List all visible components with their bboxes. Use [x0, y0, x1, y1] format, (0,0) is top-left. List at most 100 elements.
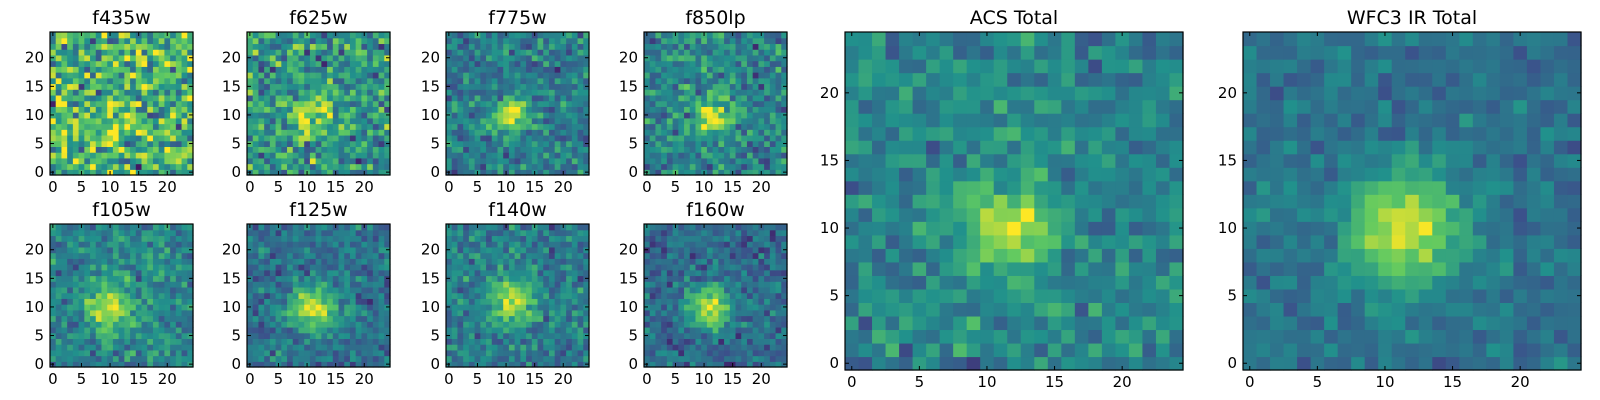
heatmap-cell [520, 129, 527, 136]
heatmap-cell [95, 37, 103, 45]
heatmap-cell [269, 134, 277, 142]
heatmap-cell [292, 77, 300, 85]
heatmap-cell [61, 140, 68, 147]
heatmap-cell [141, 286, 148, 294]
heatmap-cell [480, 252, 487, 259]
heatmap-cell [78, 235, 85, 242]
heatmap-cell [252, 54, 260, 62]
heatmap-cell [764, 106, 771, 113]
heatmap-cell [764, 49, 771, 56]
heatmap-cell [95, 315, 103, 322]
heatmap-cell [101, 349, 108, 357]
heatmap-cell [112, 321, 120, 328]
heatmap-cell [468, 77, 476, 85]
heatmap-cell [55, 140, 63, 147]
heatmap-cell [90, 37, 97, 45]
x-tick-label: 10 [695, 178, 714, 196]
heatmap-cell [349, 229, 357, 237]
heatmap-cell [689, 275, 697, 282]
heatmap-cell [152, 292, 160, 299]
heatmap-cell [537, 241, 544, 248]
x-tick-label: 15 [525, 370, 544, 388]
heatmap-cell [181, 332, 188, 339]
heatmap-cell [706, 361, 714, 368]
heatmap-cell [566, 83, 573, 90]
heatmap-cell [170, 349, 177, 357]
heatmap-cell [67, 123, 74, 130]
heatmap-cell [321, 89, 328, 96]
heatmap-cell [491, 224, 499, 231]
heatmap-cell [678, 286, 685, 294]
heatmap-cell [78, 321, 85, 328]
heatmap-cell [130, 264, 137, 271]
heatmap-cell [175, 338, 183, 345]
heatmap-cell [746, 304, 754, 311]
heatmap-cell [309, 49, 317, 56]
heatmap-cell [746, 94, 754, 102]
heatmap-cell [701, 129, 708, 136]
heatmap-cell [338, 344, 345, 351]
heatmap-cell [543, 315, 550, 322]
heatmap-cell [118, 252, 125, 259]
heatmap-cell [175, 309, 183, 317]
heatmap-cell [158, 229, 165, 237]
heatmap-cell [531, 281, 539, 288]
heatmap-cell [497, 326, 504, 334]
heatmap-cell [84, 112, 91, 119]
heatmap-cell [275, 229, 282, 237]
heatmap-cell [264, 66, 271, 73]
heatmap-cell [446, 43, 453, 50]
heatmap-cell [107, 309, 114, 317]
heatmap-cell [706, 129, 714, 136]
heatmap-cell [520, 146, 527, 153]
heatmap-cell [90, 66, 97, 73]
heatmap-cell [181, 235, 188, 242]
heatmap-cell [78, 83, 85, 90]
heatmap-cell [258, 349, 265, 357]
heatmap-cell [67, 246, 74, 254]
heatmap-cell [741, 43, 748, 50]
heatmap-cell [672, 281, 679, 288]
heatmap-cell [90, 152, 97, 159]
heatmap-cell [95, 123, 103, 130]
heatmap-cell [252, 321, 260, 328]
heatmap-cell [72, 112, 80, 119]
heatmap-cell [497, 315, 504, 322]
heatmap-cell [304, 241, 311, 248]
heatmap-cell [164, 275, 171, 282]
heatmap-cell [130, 32, 137, 39]
heatmap-cell [718, 77, 725, 85]
heatmap-cell [666, 163, 674, 170]
heatmap-cell [746, 349, 754, 357]
heatmap-cell [298, 269, 305, 277]
heatmap-cell [712, 298, 719, 305]
heatmap-cell [560, 94, 567, 102]
heatmap-cell [577, 246, 584, 254]
heatmap-cell [678, 163, 685, 170]
heatmap-cell [689, 66, 697, 73]
heatmap-cell [531, 117, 539, 125]
heatmap-cell [107, 152, 114, 159]
heatmap-cell [741, 292, 748, 299]
heatmap-cell [583, 89, 590, 96]
heatmap-cell [135, 286, 143, 294]
heatmap-cell [130, 332, 137, 339]
heatmap-cell [84, 72, 91, 79]
heatmap-cell [446, 146, 453, 153]
heatmap-cell [781, 94, 788, 102]
heatmap-cell [446, 344, 453, 351]
heatmap-cell [112, 355, 120, 362]
heatmap-cell [752, 326, 759, 334]
heatmap-cell [101, 235, 108, 242]
heatmap-cell [649, 315, 657, 322]
heatmap-cell [520, 241, 527, 248]
heatmap-cell [583, 152, 590, 159]
heatmap-cell [672, 54, 679, 62]
heatmap-cell [130, 252, 137, 259]
heatmap-cell [275, 157, 282, 165]
heatmap-cell [724, 66, 731, 73]
heatmap-cell [486, 355, 493, 362]
heatmap-cell [67, 332, 74, 339]
heatmap-cell [107, 269, 114, 277]
